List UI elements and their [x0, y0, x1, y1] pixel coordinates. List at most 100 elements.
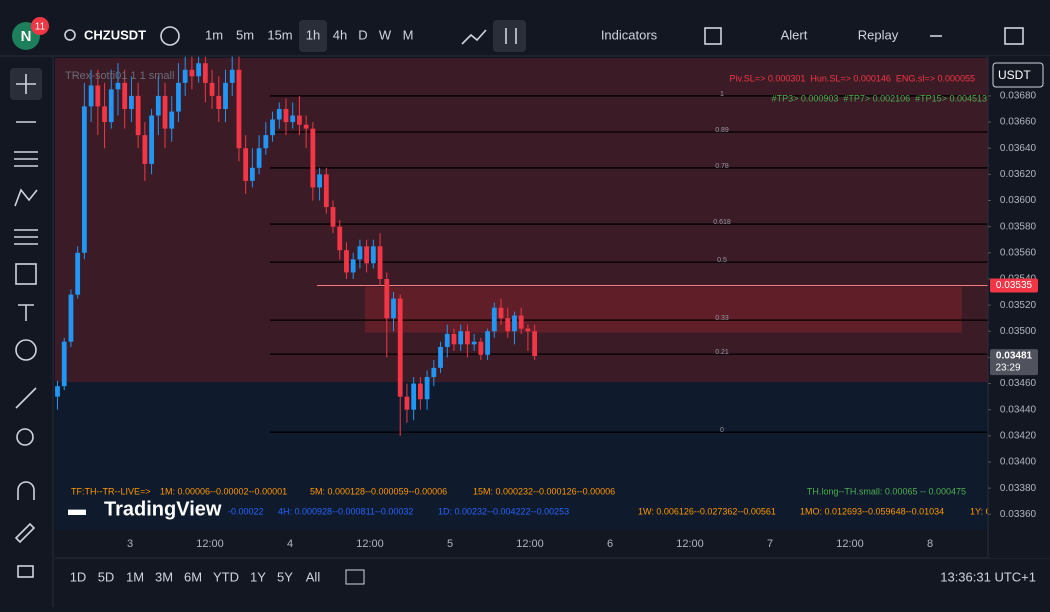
- candle-body: [256, 148, 262, 168]
- interval-button[interactable]: 15m: [267, 27, 292, 42]
- emoji-icon[interactable]: [15, 339, 37, 361]
- price-tag: [990, 278, 1038, 293]
- range-button[interactable]: 5D: [98, 569, 115, 584]
- shape-icon[interactable]: [15, 263, 37, 285]
- replay-button[interactable]: Replay: [858, 27, 899, 42]
- candle-type[interactable]: [493, 20, 526, 52]
- candle-body: [451, 333, 457, 345]
- candle-body: [182, 69, 188, 83]
- search-icon[interactable]: [64, 29, 76, 41]
- tf-info: 1Y: C: [970, 506, 993, 516]
- fullscreen-icon[interactable]: [1004, 27, 1024, 45]
- candle-body: [317, 174, 322, 188]
- range-button[interactable]: All: [306, 569, 321, 584]
- tp-info: #TP3> 0.000903 #TP7> 0.002106 #TP15> 0.0…: [772, 93, 987, 103]
- candle-body: [162, 95, 168, 129]
- tf-info: -0.00022: [228, 506, 264, 516]
- currency: USDT: [998, 68, 1031, 82]
- candle-body: [391, 298, 396, 319]
- candle-body: [431, 367, 437, 378]
- sl-info: Piv.SL=> 0.000301 Hun.SL=> 0.000146 ENG.…: [729, 73, 975, 83]
- range-button[interactable]: 6M: [184, 569, 202, 584]
- countdown: 23:29: [995, 363, 1020, 374]
- lock-icon[interactable]: [17, 565, 34, 578]
- add-symbol[interactable]: [160, 26, 180, 46]
- candle-body: [491, 307, 497, 332]
- order-box: [365, 286, 962, 333]
- range-button[interactable]: 1Y: [250, 569, 266, 584]
- date-range-icon[interactable]: [345, 569, 365, 585]
- x-tick-label: 7: [767, 538, 773, 550]
- x-tick-label: 5: [447, 538, 453, 550]
- currency-select[interactable]: [992, 62, 1044, 88]
- x-tick-label: 3: [127, 538, 133, 550]
- candle-body: [108, 89, 114, 123]
- tf-info: 1M: 0.00006--0.00002--0.00001: [160, 486, 287, 496]
- candle-body: [397, 298, 403, 397]
- alert-button[interactable]: Alert: [781, 27, 808, 42]
- candle-body: [458, 331, 464, 345]
- x-tick-label: 4: [287, 538, 293, 550]
- zoom-icon[interactable]: [16, 428, 34, 446]
- candle-body: [323, 174, 329, 208]
- indicators-button[interactable]: Indicators: [601, 27, 658, 42]
- forecast-icon[interactable]: [14, 229, 38, 245]
- left-tools[interactable]: [10, 68, 42, 578]
- candle-body: [525, 328, 531, 332]
- candle-body: [129, 95, 134, 109]
- candle-body: [364, 246, 370, 264]
- pencil-icon[interactable]: [14, 522, 36, 544]
- y-tick-label: 0.03520: [1000, 300, 1037, 311]
- candle-body: [310, 128, 316, 188]
- ruler-icon[interactable]: [15, 387, 37, 409]
- candle-body: [330, 207, 336, 227]
- pattern-icon[interactable]: [14, 188, 38, 207]
- range-button[interactable]: 5Y: [277, 569, 293, 584]
- text-icon[interactable]: [18, 304, 34, 321]
- interval-button[interactable]: 1h: [306, 27, 320, 42]
- y-tick-label: 0.03620: [1000, 169, 1037, 180]
- interval-button[interactable]: 4h: [333, 27, 347, 42]
- fib-label: 0.21: [715, 349, 729, 356]
- interval-button[interactable]: 5m: [236, 27, 254, 42]
- x-tick-label: 8: [927, 538, 933, 550]
- candle-body: [270, 119, 275, 136]
- range-button[interactable]: 3M: [155, 569, 173, 584]
- x-tick-label: 12:00: [356, 538, 384, 550]
- candle-icon[interactable]: [505, 28, 517, 44]
- avatar-letter: N: [21, 28, 32, 45]
- y-tick-label: 0.03400: [1000, 457, 1037, 468]
- candle-body: [283, 108, 289, 123]
- last-price-tag: [990, 349, 1038, 376]
- range-button[interactable]: 1D: [70, 569, 87, 584]
- range-button[interactable]: 1M: [126, 569, 144, 584]
- magnet-icon[interactable]: [17, 481, 35, 500]
- interval-button[interactable]: M: [403, 27, 414, 42]
- clock: 13:36:31 UTC+1: [940, 569, 1036, 584]
- candle-body: [102, 106, 107, 123]
- candle-body: [81, 106, 87, 253]
- fib-icon[interactable]: [14, 151, 38, 167]
- last-price-label: 0.03481: [996, 351, 1033, 362]
- candle-body: [209, 82, 215, 96]
- crosshair-icon[interactable]: [16, 74, 36, 94]
- indicator-title: TRex-sotti01 1 1 small: [65, 70, 174, 82]
- x-tick-label: 12:00: [196, 538, 224, 550]
- interval-button[interactable]: D: [358, 27, 367, 42]
- interval-button[interactable]: W: [379, 27, 392, 42]
- fib-label: 0.78: [715, 163, 729, 170]
- candle-body: [357, 246, 363, 260]
- layout-icon[interactable]: [704, 27, 722, 45]
- candle-body: [303, 124, 309, 129]
- range-button[interactable]: YTD: [213, 569, 239, 584]
- candle-body: [344, 250, 349, 273]
- symbol[interactable]: CHZUSDT: [84, 27, 146, 42]
- candle-body: [498, 307, 504, 319]
- chart-style-icon[interactable]: [461, 29, 487, 45]
- logo-mark: ▬: [68, 499, 86, 519]
- fib-label: 0.5: [717, 257, 727, 264]
- interval-button[interactable]: 1m: [205, 27, 223, 42]
- candle-body: [61, 341, 67, 387]
- candle-body: [505, 318, 511, 332]
